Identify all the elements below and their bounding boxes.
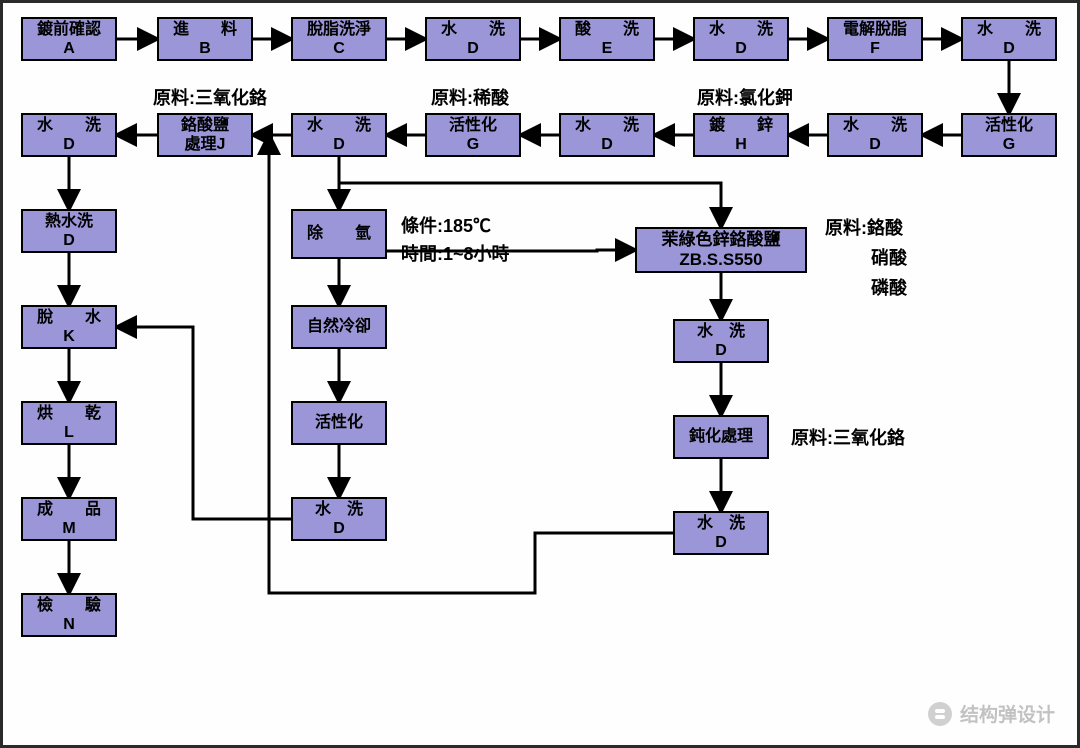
- node-P1: 除 氫: [291, 209, 387, 259]
- node-D4: 水 洗 D: [827, 113, 923, 157]
- watermark-text: 结构弹设计: [960, 700, 1055, 727]
- node-D6: 水 洗 D: [291, 113, 387, 157]
- node-E: 酸 洗 E: [559, 17, 655, 61]
- node-G1: 活性化 G: [961, 113, 1057, 157]
- node-M: 成 品 M: [21, 497, 117, 541]
- node-C: 脫脂洗淨 C: [291, 17, 387, 61]
- node-F: 電解脫脂 F: [827, 17, 923, 61]
- node-P3: 活性化: [291, 401, 387, 445]
- wechat-icon: [928, 702, 952, 726]
- watermark: 结构弹设计: [928, 700, 1055, 727]
- annotation-0: 原料:三氧化鉻: [153, 87, 267, 110]
- annotation-6: 硝酸: [871, 247, 907, 270]
- node-B: 進 料 B: [157, 17, 253, 61]
- node-Q3: 水 洗 D: [673, 511, 769, 555]
- annotation-8: 原料:三氧化鉻: [791, 427, 905, 450]
- node-H: 鍍 鋅 H: [693, 113, 789, 157]
- node-ZB: 茉綠色鋅鉻酸鹽 ZB.S.S550: [635, 227, 807, 273]
- annotation-1: 原料:稀酸: [431, 87, 509, 110]
- node-Q1: 水 洗 D: [673, 319, 769, 363]
- flowchart-canvas: 结构弹设计 鍍前確認 A 進 料 B 脫脂洗淨 C 水 洗 D 酸 洗 E 水 洗 D 電解…: [0, 0, 1080, 748]
- node-A: 鍍前確認 A: [21, 17, 117, 61]
- node-K: 脫 水 K: [21, 305, 117, 349]
- node-L: 烘 乾 L: [21, 401, 117, 445]
- node-D7: 水 洗 D: [21, 113, 117, 157]
- node-D1: 水 洗 D: [425, 17, 521, 61]
- node-D2: 水 洗 D: [693, 17, 789, 61]
- node-Q2: 鈍化處理: [673, 415, 769, 459]
- node-D3: 水 洗 D: [961, 17, 1057, 61]
- annotation-3: 條件:185℃: [401, 215, 491, 238]
- annotation-4: 時間:1~8小時: [401, 243, 510, 266]
- node-P2: 自然冷卻: [291, 305, 387, 349]
- annotation-7: 磷酸: [871, 277, 907, 300]
- node-J: 鉻酸鹽 處理J: [157, 113, 253, 157]
- node-D5: 水 洗 D: [559, 113, 655, 157]
- node-G2: 活性化 G: [425, 113, 521, 157]
- node-N: 檢 驗 N: [21, 593, 117, 637]
- annotation-2: 原料:氯化鉀: [697, 87, 793, 110]
- node-Dh: 熱水洗 D: [21, 209, 117, 253]
- annotation-5: 原料:鉻酸: [825, 217, 903, 240]
- node-P4: 水 洗 D: [291, 497, 387, 541]
